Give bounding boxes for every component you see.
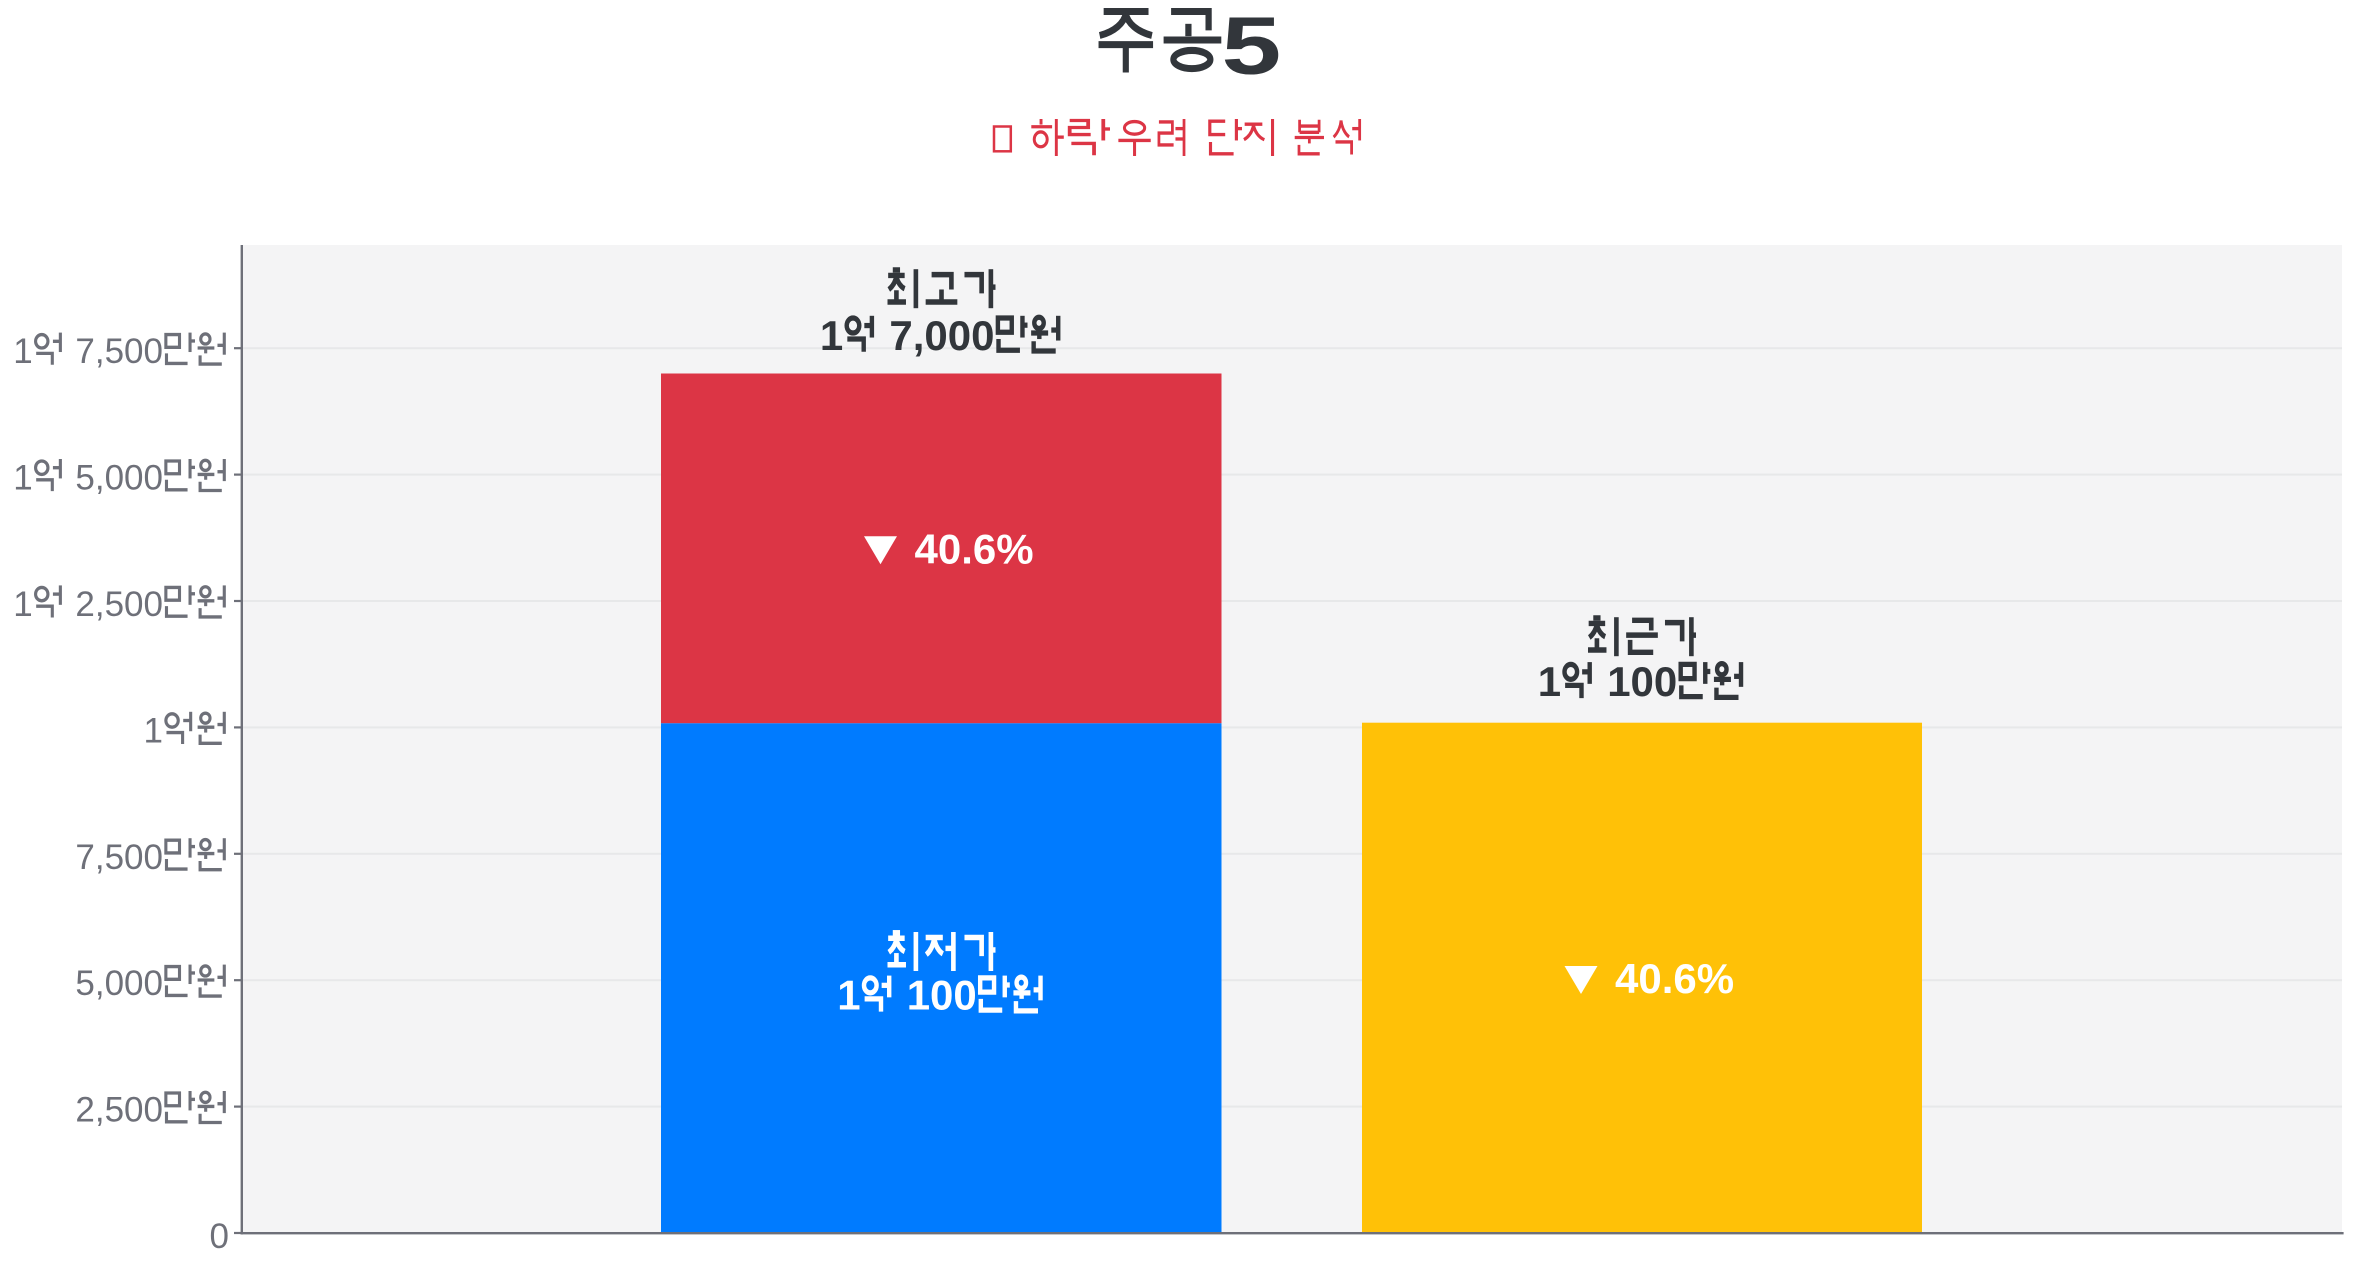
svg-text:2,500: 2,500 xyxy=(75,585,163,624)
svg-text:5,000: 5,000 xyxy=(75,964,163,1003)
svg-text:5,000: 5,000 xyxy=(75,459,163,498)
svg-text:1: 1 xyxy=(13,332,32,371)
svg-text:1: 1 xyxy=(144,711,163,750)
svg-text:1: 1 xyxy=(13,585,32,624)
svg-text:2,500: 2,500 xyxy=(75,1091,163,1130)
svg-text:5: 5 xyxy=(1222,1,1282,92)
svg-text:100: 100 xyxy=(1607,658,1677,705)
svg-text:1: 1 xyxy=(1538,658,1561,705)
svg-text:1: 1 xyxy=(820,312,843,359)
svg-text:100: 100 xyxy=(907,972,977,1019)
svg-text:7,500: 7,500 xyxy=(75,332,163,371)
svg-text:1: 1 xyxy=(837,972,860,1019)
svg-text:0: 0 xyxy=(210,1217,229,1256)
svg-text:7,000: 7,000 xyxy=(889,312,994,359)
svg-text:40.6%: 40.6% xyxy=(1615,955,1734,1002)
svg-text:1: 1 xyxy=(13,459,32,498)
svg-text:7,500: 7,500 xyxy=(75,838,163,877)
svg-text:40.6%: 40.6% xyxy=(915,525,1034,572)
